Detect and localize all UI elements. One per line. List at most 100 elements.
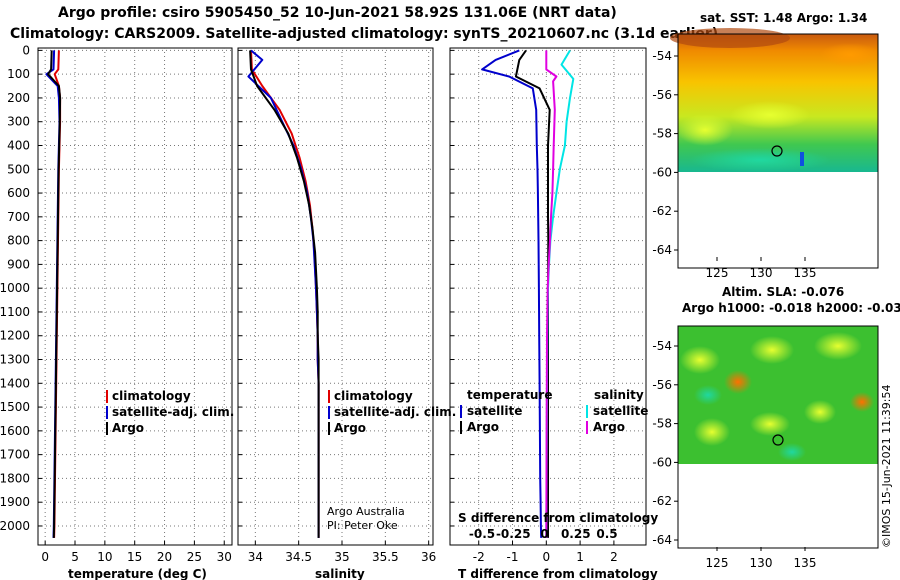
temperature-legend: climatology satellite-adj. clim. Argo <box>106 389 234 435</box>
s-difference-tick-label: 0 <box>540 527 548 541</box>
s-difference-tick-label: 0.25 <box>561 527 591 541</box>
legend-title-salinity: salinity <box>594 388 644 402</box>
map-y-tick-label: -58 <box>652 127 672 141</box>
map-y-tick-label: -62 <box>652 204 672 218</box>
sla-blob <box>694 385 722 405</box>
legend-swatch-satellite <box>328 406 330 419</box>
depth-tick-label: 0 <box>22 43 30 57</box>
map-x-tick-label: 135 <box>794 556 817 570</box>
map-y-tick-label: -56 <box>652 88 672 102</box>
s-difference-tick-label: -0.5 <box>469 527 495 541</box>
sla-blob <box>778 443 806 461</box>
depth-tick-label: 1900 <box>0 495 30 509</box>
credit-line-1: Argo Australia <box>327 505 405 518</box>
temperature-panel: 0 5 10 15 20 25 30 temperature (deg C) <box>37 47 233 580</box>
x-tick-label: 20 <box>157 550 172 564</box>
sla-map: -54 -56 -58 -60 -62 -64 125 130 135 <box>652 325 879 570</box>
sst-land-mask <box>678 172 878 180</box>
sla-map-title-line2: Argo h1000: -0.018 h2000: -0.03 <box>682 301 900 315</box>
depth-tick-label: 1500 <box>0 400 30 414</box>
map-y-tick-label: -60 <box>652 165 672 179</box>
depth-tick-label: 1200 <box>0 329 30 343</box>
depth-y-ticks: 0 100 200 300 400 500 600 700 800 900 1000 1100 1200… <box>0 43 454 533</box>
sla-blob <box>724 370 752 394</box>
series-line-temperature-argo <box>514 49 551 538</box>
difference-legend: temperature salinity satellite Argo sate… <box>460 388 648 434</box>
s-difference-tick-label: 0.5 <box>596 527 617 541</box>
sla-float-location <box>772 434 784 446</box>
sla-blob <box>694 418 730 446</box>
depth-tick-label: 2000 <box>0 519 30 533</box>
credit-line-2: PI: Peter Oke <box>327 519 398 532</box>
x-tick-label: 36 <box>421 550 436 564</box>
x-tick-label: 10 <box>97 550 112 564</box>
imos-footer: ©IMOS 15-Jun-2021 11:39:54 <box>880 384 893 548</box>
depth-tick-label: 800 <box>7 234 30 248</box>
sst-warm-patch <box>670 28 790 48</box>
salinity-panel-frame <box>237 47 434 546</box>
salinity-x-ticks: 34 34.5 35 35.5 36 <box>248 541 436 564</box>
legend-label-temp-argo: Argo <box>467 420 499 434</box>
depth-tick-label: 200 <box>7 91 30 105</box>
series-line-argo <box>47 50 62 538</box>
sst-cool-patch <box>730 101 810 129</box>
legend-label-climatology: climatology <box>112 389 191 403</box>
depth-tick-label: 300 <box>7 115 30 129</box>
x-tick-label: 25 <box>187 550 202 564</box>
s-difference-title: S difference from climatology <box>458 511 658 525</box>
depth-tick-label: 1300 <box>0 353 30 367</box>
difference-x-label: T difference from climatology <box>458 567 658 580</box>
x-tick-label: 30 <box>217 550 232 564</box>
map-x-tick-label: 130 <box>750 266 773 280</box>
legend-swatch-argo <box>106 422 108 435</box>
map-y-tick-label: -64 <box>652 243 672 257</box>
difference-panel: -2 -1 0 1 2 S difference from climatology -0… <box>449 47 658 580</box>
depth-tick-label: 100 <box>7 67 30 81</box>
sst-map-frame <box>677 33 879 269</box>
map-x-tick-label: 135 <box>794 266 817 280</box>
legend-label-sal-argo: Argo <box>593 420 625 434</box>
difference-panel-lines <box>481 49 575 538</box>
map-y-tick-label: -62 <box>652 494 672 508</box>
depth-tick-label: 400 <box>7 138 30 152</box>
sla-blob <box>750 336 794 364</box>
depth-tick-label: 1100 <box>0 305 30 319</box>
depth-tick-label: 900 <box>7 257 30 271</box>
depth-tick-label: 1800 <box>0 471 30 485</box>
salinity-panel-lines <box>247 49 320 538</box>
legend-swatch-sal-satellite <box>586 405 588 418</box>
temperature-panel-lines <box>45 50 62 538</box>
s-difference-ticks: -0.5 -0.25 0 0.25 0.5 <box>469 527 618 541</box>
legend-label-satellite: satellite-adj. clim. <box>112 405 234 419</box>
series-line-argo <box>249 50 320 538</box>
depth-tick-label: 1700 <box>0 448 30 462</box>
map-y-tick-label: -54 <box>652 49 672 63</box>
x-tick-label: 35.5 <box>372 550 399 564</box>
sla-blob <box>750 412 790 436</box>
map-x-tick-label: 125 <box>706 556 729 570</box>
series-line-temperature-satellite <box>481 49 543 538</box>
map-y-tick-label: -54 <box>652 339 672 353</box>
chart-title-line2: Climatology: CARS2009. Satellite-adjuste… <box>10 26 719 42</box>
legend-swatch-satellite <box>106 406 108 419</box>
legend-label-argo: Argo <box>112 421 144 435</box>
legend-label-climatology: climatology <box>334 389 413 403</box>
sla-map-title-line1: Altim. SLA: -0.076 <box>722 285 845 299</box>
map-y-tick-label: -58 <box>652 417 672 431</box>
x-tick-label: 15 <box>127 550 142 564</box>
map-y-tick-label: -56 <box>652 378 672 392</box>
map-y-tick-label: -60 <box>652 455 672 469</box>
legend-title-temperature: temperature <box>467 388 552 402</box>
salinity-legend: climatology satellite-adj. clim. Argo <box>328 389 456 435</box>
sla-blob <box>680 346 720 374</box>
legend-swatch-temp-satellite <box>460 405 462 418</box>
sst-cool-patch <box>677 114 733 146</box>
depth-tick-label: 500 <box>7 162 30 176</box>
map-x-tick-label: 125 <box>706 266 729 280</box>
depth-tick-label: 1000 <box>0 281 30 295</box>
depth-tick-label: 1600 <box>0 424 30 438</box>
depth-tick-label: 700 <box>7 210 30 224</box>
sst-warm-patch <box>820 43 880 67</box>
sla-blob <box>804 400 836 424</box>
